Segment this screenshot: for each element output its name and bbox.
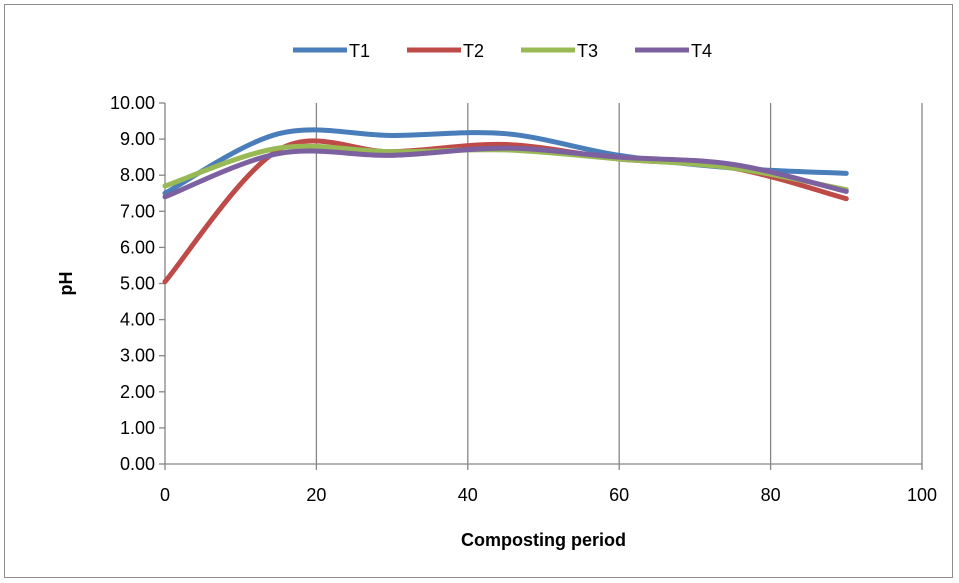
axes: [159, 102, 923, 470]
x-tick-label: 80: [761, 485, 781, 505]
y-tick-label: 5.00: [120, 274, 155, 294]
legend-label-t1: T1: [349, 41, 370, 61]
y-tick-label: 1.00: [120, 418, 155, 438]
y-axis-title: pH: [56, 272, 76, 296]
series-lines: [162, 127, 849, 285]
legend-label-t4: T4: [691, 41, 712, 61]
y-tick-label: 8.00: [120, 165, 155, 185]
y-tick-label: 2.00: [120, 382, 155, 402]
y-tick-label: 3.00: [120, 346, 155, 366]
chart-area: [4, 4, 953, 578]
series-line-t1: [162, 127, 849, 196]
gridlines: [315, 103, 923, 464]
legend-label-t3: T3: [577, 41, 598, 61]
x-tick-label: 100: [907, 485, 937, 505]
legend: T1 T2 T3 T4: [293, 41, 712, 61]
y-tick-label: 4.00: [120, 310, 155, 330]
y-tick-label: 0.00: [120, 454, 155, 474]
x-axis-title: Composting period: [461, 530, 626, 550]
y-tick-label: 6.00: [120, 237, 155, 257]
x-tick-label: 0: [160, 485, 170, 505]
x-tick-label: 60: [609, 485, 629, 505]
series-line-t2: [162, 138, 849, 285]
y-tick-label: 9.00: [120, 129, 155, 149]
y-tick-label: 10.00: [110, 93, 155, 113]
y-tick-label: 7.00: [120, 201, 155, 221]
tick-labels: 0.00 1.00 2.00 3.00 4.00 5.00 6.00 7.00 8.00 9.00…: [110, 93, 937, 505]
x-tick-label: 40: [458, 485, 478, 505]
x-tick-label: 20: [306, 485, 326, 505]
legend-label-t2: T2: [463, 41, 484, 61]
series-line-t4: [162, 145, 849, 200]
